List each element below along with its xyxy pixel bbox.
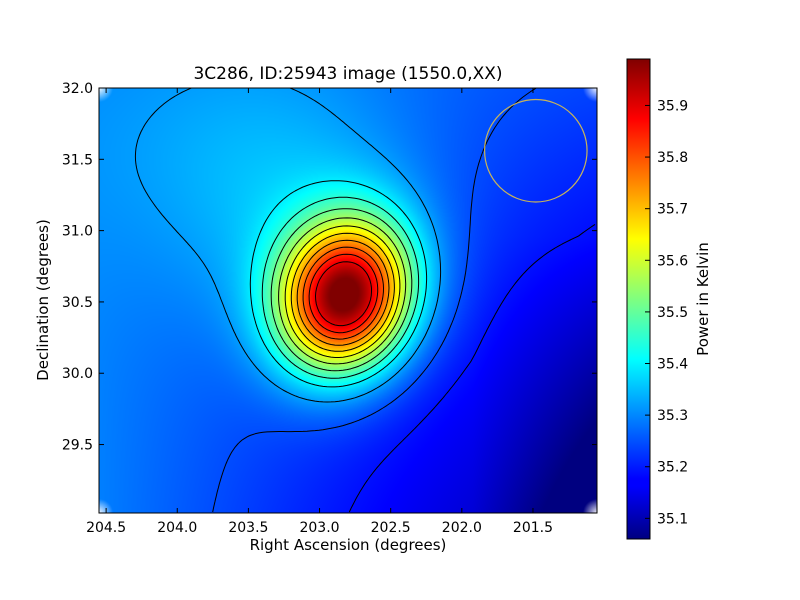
colorbar-gradient bbox=[626, 58, 651, 540]
contour-line-7 bbox=[284, 225, 401, 358]
y-tick-label-2: 31.0 bbox=[62, 224, 93, 240]
chart-title: 3C286, ID:25943 image (1550.0,XX) bbox=[193, 64, 502, 84]
contour-line-2 bbox=[134, 88, 442, 403]
y-axis-label: Declination (degrees) bbox=[34, 219, 52, 381]
contour-line-11 bbox=[308, 253, 379, 334]
x-tick-label-1: 204.0 bbox=[157, 520, 197, 536]
contour-line-3 bbox=[249, 180, 428, 388]
colorbar-tick-label-5: 35.6 bbox=[657, 253, 688, 269]
y-tick-label-4: 30.0 bbox=[62, 366, 93, 382]
colorbar: 35.1 35.2 35.3 35.4 35.5 35.6 35.7 35.8 35.9 Pow… bbox=[626, 58, 712, 540]
contour-line-12 bbox=[315, 261, 372, 327]
colorbar-tick-label-1: 35.2 bbox=[657, 460, 688, 476]
contour-line-1 bbox=[212, 88, 537, 513]
heatmap-raster bbox=[99, 88, 597, 513]
colorbar-label: Power in Kelvin bbox=[694, 242, 712, 356]
y-axis: 32.0 31.5 31.0 30.5 30.0 29.5 bbox=[62, 81, 597, 454]
colorbar-tick-label-4: 35.5 bbox=[657, 305, 688, 321]
plot-area bbox=[99, 88, 597, 513]
x-tick-label-2: 203.5 bbox=[228, 520, 268, 536]
contour-line-6 bbox=[278, 217, 407, 365]
colorbar-ticks: 35.1 35.2 35.3 35.4 35.5 35.6 35.7 35.8 35.9 bbox=[645, 98, 688, 527]
y-tick-label-5: 29.5 bbox=[62, 438, 93, 454]
contour-line-8 bbox=[290, 232, 395, 352]
x-tick-label-6: 201.5 bbox=[513, 520, 553, 536]
y-tick-label-3: 30.5 bbox=[62, 295, 93, 311]
plot-frame bbox=[98, 87, 598, 514]
colorbar-tick-label-2: 35.3 bbox=[657, 408, 688, 424]
colorbar-tick-label-3: 35.4 bbox=[657, 357, 688, 373]
contour-lines bbox=[134, 88, 596, 513]
contour-line-5 bbox=[270, 208, 413, 372]
contour-line-9 bbox=[296, 239, 390, 346]
y-tick-label-1: 31.5 bbox=[62, 152, 93, 168]
colorbar-tick-label-0: 35.1 bbox=[657, 511, 688, 527]
x-tick-label-5: 202.0 bbox=[442, 520, 482, 536]
contour-line-4 bbox=[261, 196, 420, 379]
y-tick-label-0: 32.0 bbox=[62, 81, 93, 97]
colorbar-tick-label-8: 35.9 bbox=[657, 98, 688, 114]
x-tick-label-4: 202.5 bbox=[371, 520, 411, 536]
contour-line-10 bbox=[302, 246, 384, 340]
colorbar-tick-label-6: 35.7 bbox=[657, 202, 688, 218]
contour-line-0 bbox=[348, 223, 596, 513]
colorbar-tick-label-7: 35.8 bbox=[657, 150, 688, 166]
x-tick-label-0: 204.5 bbox=[86, 520, 126, 536]
beam-circle bbox=[483, 98, 588, 203]
x-axis: 204.5 204.0 203.5 203.0 202.5 202.0 201.5 bbox=[86, 88, 553, 536]
x-axis-label: Right Ascension (degrees) bbox=[250, 536, 447, 554]
x-tick-label-3: 203.0 bbox=[299, 520, 339, 536]
